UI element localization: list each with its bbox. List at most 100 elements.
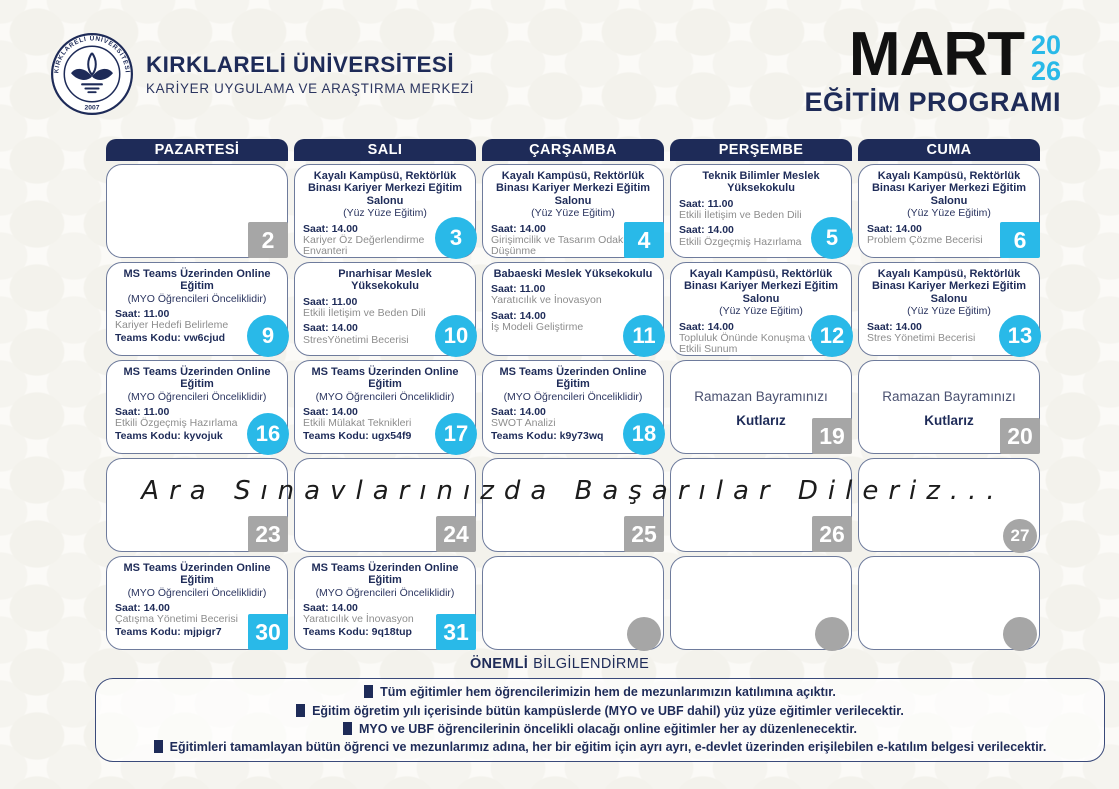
calendar-cell-day-23: 23 [106,458,288,552]
event-title: Kayalı Kampüsü, Rektörlük Binası Kariyer… [871,170,1027,207]
note-text: Eğitim öğretim yılı içerisinde bütün kam… [312,703,904,718]
calendar-cell-day-25: 25 [482,458,664,552]
calendar-cell-day-24: 24 [294,458,476,552]
weekday-tab-cuma: CUMA [858,139,1040,161]
day-badge: 19 [812,418,852,454]
note-item: Eğitimleri tamamlayan bütün öğrenci ve m… [104,739,1096,755]
day-badge [1003,617,1037,651]
weekday-tab-pazartesi̇: PAZARTESİ [106,139,288,161]
event-mode: (MYO Öğrencileri Önceliklidir) [315,390,455,403]
holiday-message-line2: Kutlarız [736,413,786,428]
session-topic: StresYönetimi Becerisi [303,333,409,346]
bullet-square-icon [364,685,374,699]
session: Saat: 14.00 Girişimcilik ve Tasarım Odakl… [491,223,655,258]
session-topic: Yaratıcılık ve İnovasyon [303,613,414,626]
day-badge: 24 [436,516,476,552]
holiday-message-line1: Ramazan Bayramınızı [694,389,828,404]
holiday-message-line2: Kutlarız [924,413,974,428]
notes-heading-rest: BİLGİLENDİRME [533,656,650,672]
note-text: Tüm eğitimler hem öğrencilerimizin hem d… [380,685,836,700]
session: Saat: 14.00 Problem Çözme Becerisi [867,223,1031,247]
day-badge: 11 [623,315,665,357]
session-time: Saat: 11.00 [303,295,358,308]
event-title: MS Teams Üzerinden Online Eğitim [123,562,271,587]
year-label: 20 26 [1030,32,1061,86]
teams-code: Teams Kodu: 9q18tup [303,625,412,638]
event-title: Babaeski Meslek Yüksekokulu [493,268,653,280]
month-title: MART [848,20,1025,89]
holiday-message-line1: Ramazan Bayramınızı [882,389,1016,404]
session-topic: Topluluk Önünde Konuşma ve Etkili Sunum [679,331,820,356]
session: Saat: 14.00 Yaratıcılık ve İnovasyon [303,602,467,626]
session-time: Saat: 14.00 [867,320,922,333]
session-time: Saat: 14.00 [303,322,358,335]
midterm-banner: Ara Sınavlarınızda Başarılar Dileriz... [141,476,1005,506]
event-title: Pınarhisar Meslek Yüksekokulu [338,268,432,293]
calendar-cell-day-17: MS Teams Üzerinden Online Eğitim (MYO Öğr… [294,360,477,455]
event-title: MS Teams Üzerinden Online Eğitim [123,366,271,391]
calendar-cell-day-5: Teknik Bilimler Meslek Yüksekokulu Saat: … [670,164,853,259]
session: Saat: 14.00 İş Modeli Geliştirme [491,310,655,334]
day-badge: 16 [247,413,289,455]
session-topic: Etkili Mülakat Teknikleri [303,417,412,430]
calendar-cell-day-26: 26 [670,458,852,552]
event-mode: (Yüz Yüze Eğitim) [719,305,803,318]
bullet-square-icon [153,739,163,753]
session: Saat: 11.00 Etkili İletişim ve Beden Dili [303,296,467,320]
calendar: PAZARTESİ SALI ÇARŞAMBA PERŞEMBE CUMA 2 Kayal… [106,139,1041,651]
event-title: Teknik Bilimler Meslek Yüksekokulu [702,170,820,195]
day-badge: 10 [435,315,477,357]
session-time: Saat: 14.00 [491,406,546,419]
session-topic: SWOT Analizi [491,417,556,430]
calendar-cell-day-10: Pınarhisar Meslek Yüksekokulu Saat: 11.00… [294,262,477,357]
note-item: Eğitim öğretim yılı içerisinde bütün kam… [104,703,1096,719]
calendar-cell-day-31: MS Teams Üzerinden Online Eğitim (MYO Öğr… [294,556,476,650]
session-topic: İş Modeli Geliştirme [491,321,584,334]
session-time: Saat: 14.00 [679,224,734,237]
day-badge: 6 [1000,222,1040,258]
session-topic: Kariyer Hedefi Belirleme [115,319,229,332]
day-badge: 31 [436,614,476,650]
bullet-square-icon [296,703,306,717]
weekday-tab-perşembe: PERŞEMBE [670,139,852,161]
calendar-cell-empty [670,556,852,651]
event-mode: (Yüz Yüze Eğitim) [531,207,615,220]
day-badge: 13 [999,315,1041,357]
calendar-cell-day-30: MS Teams Üzerinden Online Eğitim (MYO Öğr… [106,556,288,650]
session-time: Saat: 14.00 [303,602,358,615]
weekday-tab-çarşamba: ÇARŞAMBA [482,139,664,161]
bullet-square-icon [342,721,352,735]
notes-heading: ÖNEMLİ BİLGİLENDİRME [0,656,1119,672]
session-time: Saat: 11.00 [679,197,734,210]
session: Saat: 11.00 Etkili İletişim ve Beden Dili [679,198,843,222]
session: Saat: 14.00 SWOT Analizi [491,406,655,430]
calendar-cell-day-18: MS Teams Üzerinden Online Eğitim (MYO Öğr… [482,360,665,455]
session-topic: Yaratıcılık ve İnovasyon [491,294,602,307]
day-badge: 26 [812,516,852,552]
session-topic: Etkili Özgeçmiş Hazırlama [679,235,802,248]
calendar-cell-day-20: Ramazan Bayramınızı Kutlarız 20 [858,360,1040,454]
weekday-tab-sali: SALI [294,139,476,161]
session-topic: Etkili İletişim ve Beden Dili [303,306,426,319]
day-badge: 12 [811,315,853,357]
year-bottom: 26 [1030,55,1061,86]
session-topic: Stres Yönetimi Becerisi [867,331,976,344]
event-title: Kayalı Kampüsü, Rektörlük Binası Kariyer… [495,170,651,207]
session: Saat: 11.00 Yaratıcılık ve İnovasyon [491,283,655,307]
session-topic: Etkili İletişim ve Beden Dili [679,208,802,221]
calendar-cell-day-4: Kayalı Kampüsü, Rektörlük Binası Kariyer… [482,164,664,258]
university-seal-logo: KIRKLARELİ ÜNİVERSİTESİ 2007 [51,33,133,115]
day-badge: 4 [624,222,664,258]
session: Saat: 14.00 Etkili Özgeçmiş Hazırlama [679,224,843,248]
session-time: Saat: 14.00 [867,222,922,235]
session-topic: Girişimcilik ve Tasarım Odaklı Düşünme [491,233,629,258]
session-time: Saat: 14.00 [115,602,170,615]
day-badge: 3 [435,217,477,259]
session: Saat: 14.00 StresYönetimi Becerisi [303,322,467,346]
teams-code: Teams Kodu: k9y73wq [491,429,604,442]
program-subtitle: EĞİTİM PROGRAMI [804,87,1061,118]
event-mode: (MYO Öğrencileri Önceliklidir) [127,292,267,305]
event-mode: (MYO Öğrencileri Önceliklidir) [503,390,643,403]
calendar-cell-day-2: 2 [106,164,288,258]
event-mode: (MYO Öğrencileri Önceliklidir) [127,390,267,403]
